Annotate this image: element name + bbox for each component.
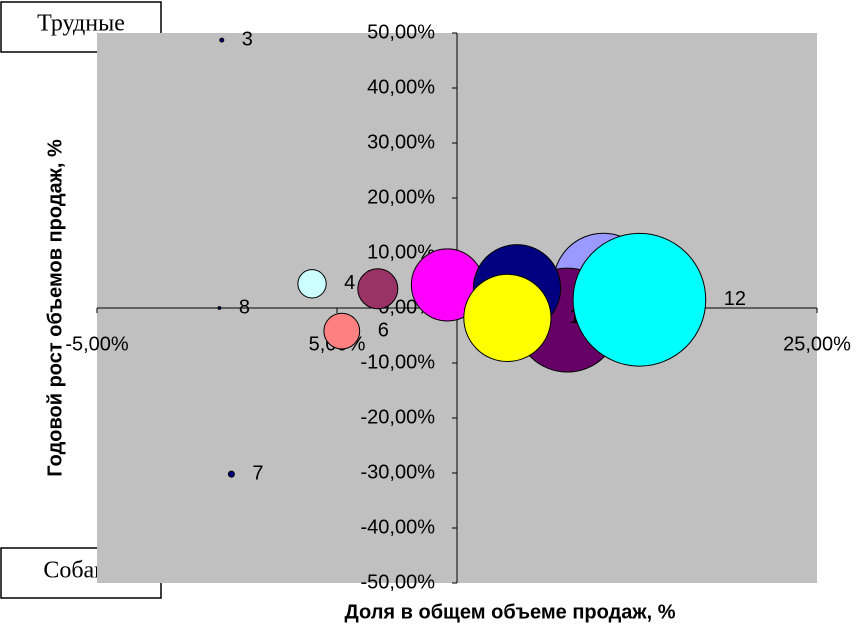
bubble: [572, 232, 707, 367]
y-tick-label: 10,00%: [367, 241, 435, 263]
y-axis-title: Годовой рост объемов продаж, %: [44, 139, 66, 477]
y-tick-label: -30,00%: [361, 461, 436, 483]
data-label: 8: [239, 296, 250, 318]
bubble: [227, 470, 235, 478]
y-tick-label: -40,00%: [361, 516, 436, 538]
data-label: 7: [252, 462, 263, 484]
y-tick-label: -50,00%: [361, 571, 436, 593]
bubble: [463, 273, 552, 362]
bubble: [323, 312, 361, 350]
y-tick-label: 50,00%: [367, 21, 435, 43]
x-tick-label: -5,00%: [65, 333, 129, 355]
data-label: 3: [242, 28, 253, 50]
bubble: [219, 37, 225, 43]
annotation: Трудные: [37, 11, 125, 37]
data-label: 12: [724, 288, 746, 310]
bubble: [217, 306, 222, 310]
y-tick-label: 30,00%: [367, 131, 435, 153]
y-tick-label: 40,00%: [367, 76, 435, 98]
x-axis-title: Доля в общем объеме продаж, %: [344, 601, 675, 623]
y-tick-label: 20,00%: [367, 186, 435, 208]
bubble: [297, 269, 327, 299]
bubble: [357, 268, 399, 310]
data-label: 4: [344, 272, 355, 294]
x-tick-label: 25,00%: [783, 333, 851, 355]
data-label: 6: [378, 319, 389, 341]
y-tick-label: -20,00%: [361, 406, 436, 428]
y-tick-label: -10,00%: [361, 351, 436, 373]
